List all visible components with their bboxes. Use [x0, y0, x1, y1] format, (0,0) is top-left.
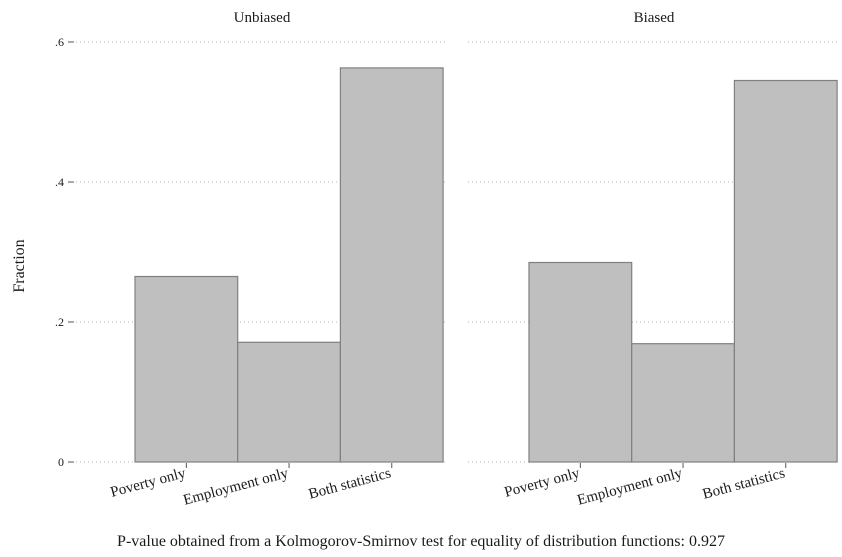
x-tick-label: Poverty only: [503, 465, 582, 501]
bar-both-statistics: [340, 68, 443, 462]
x-tick-label: Poverty only: [109, 465, 188, 501]
y-tick-label: .4: [55, 175, 64, 189]
footnote: P-value obtained from a Kolmogorov-Smirn…: [117, 533, 725, 550]
bar-employment-only: [632, 344, 735, 462]
bar-poverty-only: [135, 277, 238, 463]
y-tick-label: .6: [55, 35, 64, 49]
bar-both-statistics: [734, 81, 837, 463]
x-tick-label: Employment only: [182, 465, 291, 509]
bar-poverty-only: [529, 263, 632, 463]
y-tick-label: 0: [58, 455, 64, 469]
bar-employment-only: [238, 342, 341, 462]
panel-title: Biased: [634, 10, 675, 26]
panel-title: Unbiased: [234, 10, 291, 26]
y-tick-label: .2: [55, 315, 64, 329]
x-tick-label: Both statistics: [701, 465, 787, 502]
y-axis-title: Fraction: [11, 239, 28, 292]
x-tick-label: Employment only: [576, 465, 685, 509]
x-tick-label: Both statistics: [307, 465, 393, 502]
